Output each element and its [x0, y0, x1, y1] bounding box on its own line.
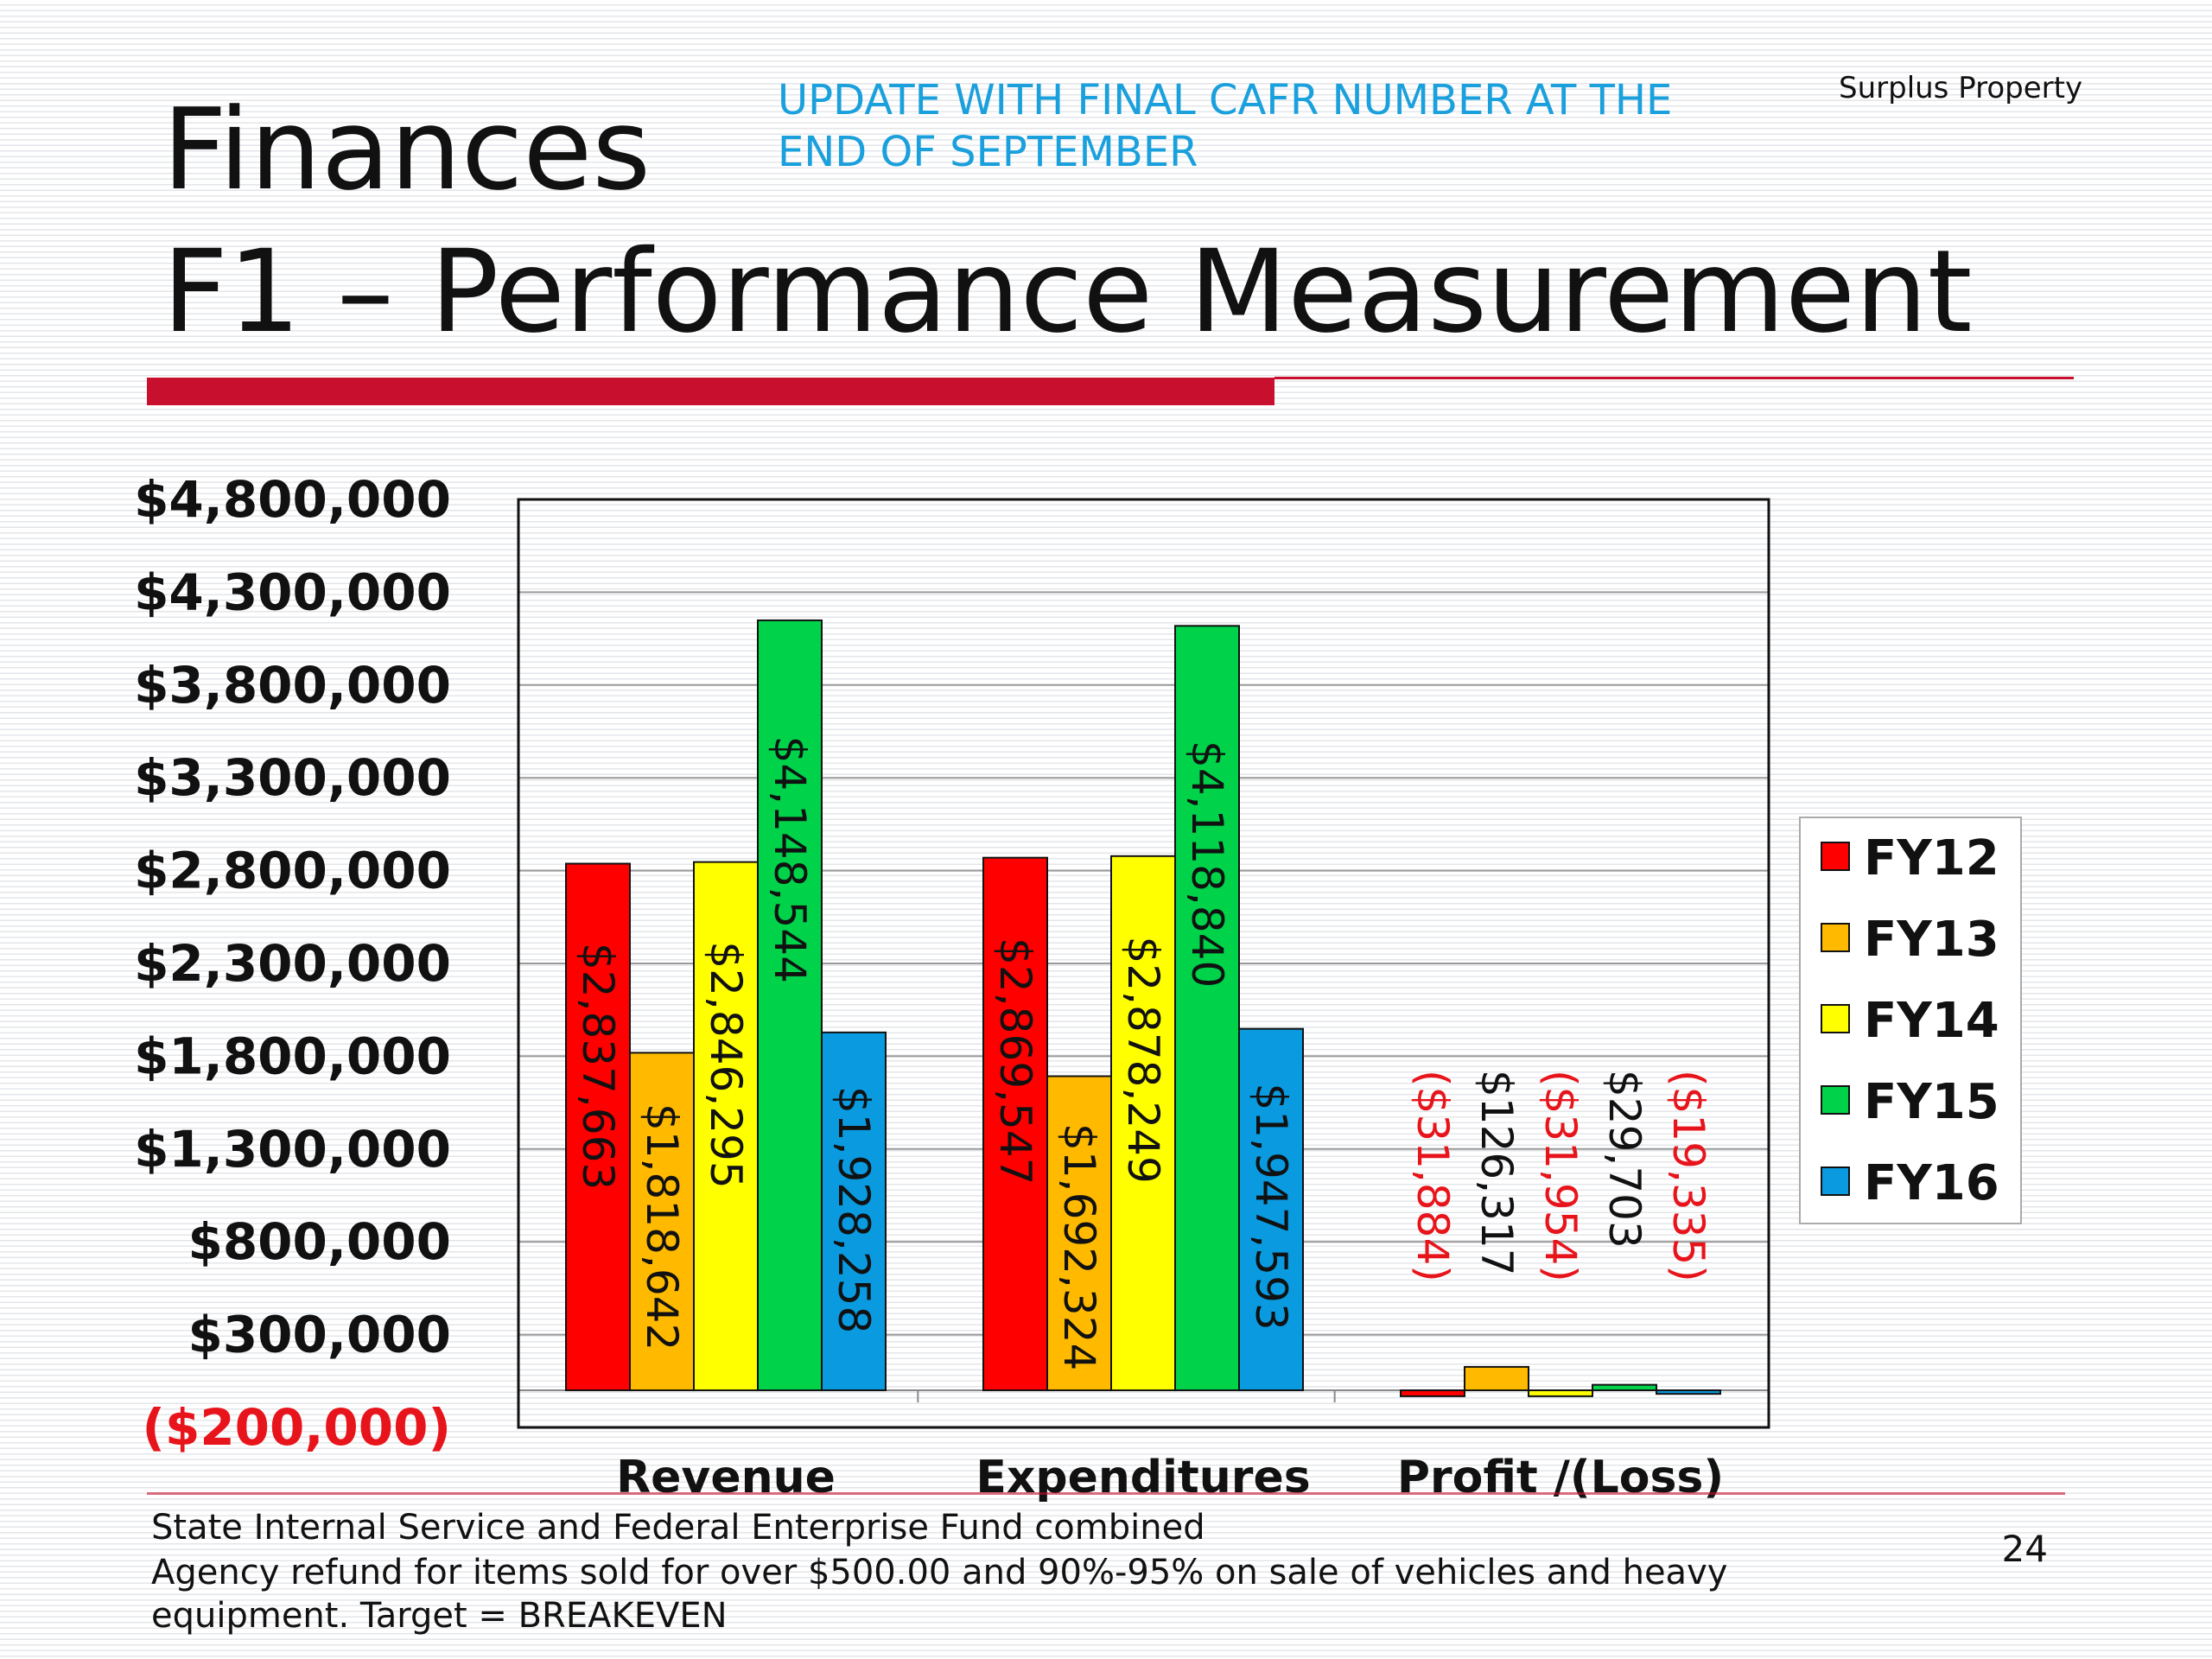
data-bar: [1110, 855, 1176, 1392]
legend-swatch: [1821, 842, 1850, 871]
y-tick-label: $1,800,000: [134, 1027, 451, 1085]
data-label: ($31,954): [1535, 1070, 1586, 1282]
legend-label: FY12: [1864, 830, 1999, 887]
x-category-label: Expenditures: [976, 1452, 1310, 1503]
y-tick-label: $4,800,000: [134, 470, 451, 529]
data-bar: [1528, 1389, 1593, 1397]
footer-note-line1: State Internal Service and Federal Enter…: [151, 1508, 1205, 1548]
y-tick-label: $2,800,000: [134, 842, 451, 900]
slide-subtitle: F1 – Performance Measurement: [162, 226, 1973, 359]
data-label: $1,692,324: [1054, 1123, 1104, 1370]
data-bar: [1656, 1389, 1721, 1395]
title-underline-thin: [1274, 377, 2074, 379]
y-tick-label: ($200,000): [142, 1398, 451, 1457]
update-note-line1: UPDATE WITH FINAL CAFR NUMBER AT THE: [778, 76, 1673, 124]
data-bar: [821, 1031, 887, 1392]
data-label: $1,818,642: [637, 1103, 687, 1351]
data-bar: [1238, 1027, 1304, 1392]
y-axis: ($200,000) $300,000 $800,000 $1,300,000 $1,8…: [134, 470, 451, 1457]
data-label: ($31,884): [1408, 1070, 1458, 1282]
y-tick-label: $4,300,000: [134, 563, 451, 621]
update-note-line2: END OF SEPTEMBER: [778, 128, 1198, 176]
y-tick-label: $800,000: [188, 1212, 451, 1271]
legend-label: FY15: [1864, 1074, 1999, 1130]
x-axis: Revenue Expenditures Profit /(Loss): [616, 1390, 1724, 1503]
legend-swatch: [1821, 1085, 1850, 1115]
legend-swatch: [1821, 1166, 1850, 1196]
data-label: $2,869,547: [990, 938, 1040, 1185]
chart-data-labels: $2,837,663 $1,818,642 $2,846,295 $4,148,544…: [573, 736, 1713, 1371]
data-label: $1,928,258: [829, 1086, 879, 1333]
data-label: $4,148,544: [765, 736, 815, 983]
legend-swatch: [1821, 923, 1850, 952]
slide-title: Finances: [162, 84, 652, 215]
page-number: 24: [2001, 1528, 2048, 1570]
data-bar: [1174, 625, 1240, 1392]
y-tick-label: $300,000: [188, 1306, 451, 1364]
y-tick-label: $3,300,000: [134, 748, 451, 807]
title-underline-thick: [147, 378, 1274, 405]
data-bar: [1046, 1075, 1112, 1392]
data-bar: [1592, 1383, 1657, 1392]
data-bar: [629, 1052, 695, 1392]
data-label: ($19,335): [1663, 1070, 1713, 1282]
chart-legend: FY12 FY13 FY14 FY15 FY16: [1799, 817, 2022, 1224]
data-label: $2,837,663: [573, 943, 623, 1190]
data-label: $126,317: [1471, 1070, 1522, 1276]
footer-divider: [147, 1492, 2065, 1495]
department-label: Surplus Property: [1839, 71, 2083, 105]
plot-area-frame: [517, 498, 1770, 1429]
legend-label: FY16: [1864, 1155, 1999, 1211]
footer-note-line2: Agency refund for items sold for over $5…: [151, 1553, 1728, 1592]
data-bar: [757, 619, 823, 1392]
data-bar: [693, 861, 759, 1392]
data-bar: [982, 856, 1048, 1392]
y-tick-label: $3,800,000: [134, 656, 451, 715]
y-tick-label: $2,300,000: [134, 934, 451, 993]
legend-label: FY13: [1864, 912, 1999, 968]
data-label: $29,703: [1599, 1070, 1649, 1249]
x-category-label: Revenue: [616, 1452, 836, 1503]
data-label: $4,118,840: [1182, 741, 1232, 988]
footer-note-line3: equipment. Target = BREAKEVEN: [151, 1596, 728, 1636]
legend-label: FY14: [1864, 993, 1999, 1049]
x-category-label: Profit /(Loss): [1397, 1452, 1724, 1503]
data-label: $1,947,593: [1246, 1083, 1296, 1330]
y-tick-label: $1,300,000: [134, 1120, 451, 1179]
data-bar: [565, 862, 631, 1392]
data-label: $2,878,249: [1118, 937, 1168, 1184]
data-bar: [1464, 1365, 1529, 1392]
data-label: $2,846,295: [701, 941, 751, 1188]
data-bar: [1400, 1389, 1465, 1397]
legend-swatch: [1821, 1004, 1850, 1033]
chart-bars: [565, 619, 1721, 1397]
